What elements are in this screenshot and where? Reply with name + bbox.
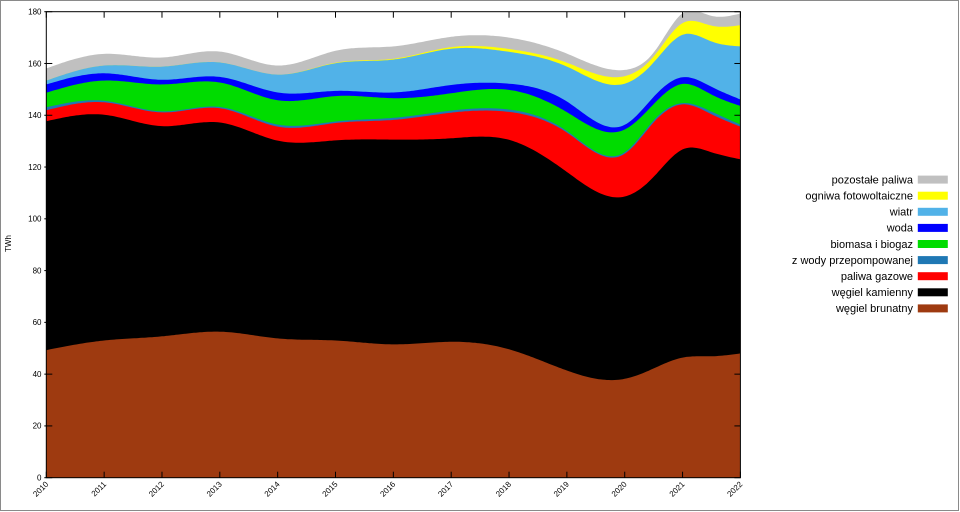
svg-text:160: 160 — [28, 59, 42, 68]
svg-text:węgiel brunatny: węgiel brunatny — [835, 303, 914, 315]
svg-text:40: 40 — [33, 370, 42, 379]
svg-text:węgiel kamienny: węgiel kamienny — [831, 287, 914, 299]
svg-text:paliwa gazowe: paliwa gazowe — [841, 271, 913, 283]
svg-text:pozostałe paliwa: pozostałe paliwa — [832, 174, 914, 186]
svg-text:z wody przepompowanej: z wody przepompowanej — [792, 255, 913, 267]
svg-text:60: 60 — [33, 318, 42, 327]
svg-text:0: 0 — [37, 474, 42, 483]
svg-text:100: 100 — [28, 215, 42, 224]
svg-text:biomasa i biogaz: biomasa i biogaz — [830, 239, 913, 251]
svg-text:180: 180 — [28, 8, 42, 17]
svg-text:20: 20 — [33, 422, 42, 431]
svg-text:wiatr: wiatr — [889, 207, 914, 219]
svg-text:80: 80 — [33, 266, 42, 275]
svg-text:120: 120 — [28, 163, 42, 172]
svg-text:140: 140 — [28, 111, 42, 120]
svg-text:ogniwa fotowoltaiczne: ogniwa fotowoltaiczne — [805, 191, 913, 203]
svg-text:TWh: TWh — [4, 235, 13, 252]
svg-text:woda: woda — [886, 223, 914, 235]
